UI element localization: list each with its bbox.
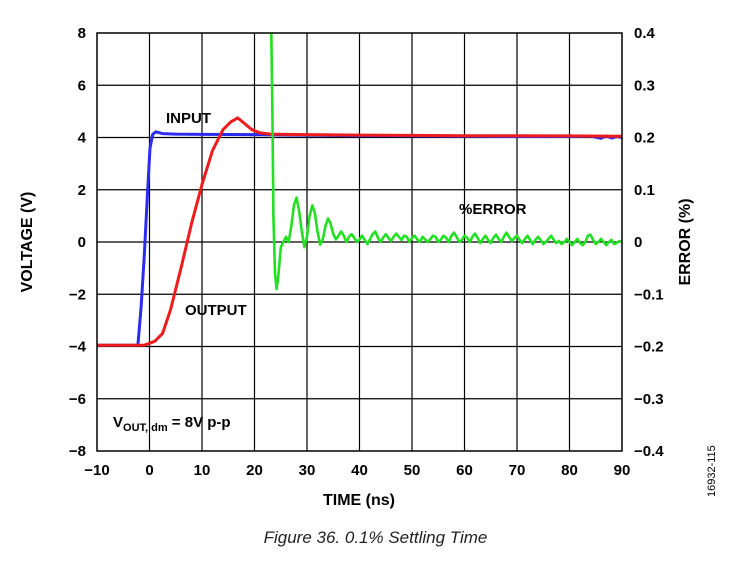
series-line-output (97, 116, 622, 347)
y-tick-label: 4 (78, 130, 87, 147)
settling-time-chart: −10 0 10 20 30 40 50 60 70 80 90 8 0.4 6 0.3 4 0.2 2 0.1 0 0… (19, 25, 694, 509)
x-tick-label: 40 (351, 462, 368, 479)
y-tick-label: −8 (69, 443, 86, 460)
tick-labels: −10 0 10 20 30 40 50 60 70 80 90 8 0.4 6 0.3 4 0.2 2 0.1 0 0… (69, 25, 664, 479)
y-tick-label: −2 (69, 286, 86, 303)
y-tick-label: −6 (69, 391, 86, 408)
x-tick-label: 50 (404, 462, 421, 479)
figure-id: 16932-115 (706, 445, 718, 497)
series-label-error: %ERROR (459, 201, 527, 218)
x-tick-label: 20 (246, 462, 263, 479)
y2-tick-label: 0.1 (634, 182, 655, 199)
series-group (97, 33, 622, 347)
x-tick-label: 90 (614, 462, 631, 479)
x-tick-label: 60 (456, 462, 473, 479)
y2-axis-title: ERROR (%) (677, 198, 694, 285)
figure-caption: Figure 36. 0.1% Settling Time (263, 528, 488, 547)
x-axis-title: TIME (ns) (323, 492, 395, 509)
y2-tick-label: 0.4 (634, 25, 656, 42)
y-tick-label: 6 (78, 77, 86, 94)
x-tick-label: 0 (145, 462, 153, 479)
x-tick-label: 30 (299, 462, 316, 479)
x-tick-label: 70 (509, 462, 526, 479)
series-line-error (269, 33, 622, 291)
y-tick-label: 0 (78, 234, 86, 251)
vout-annotation-prefix: V (113, 414, 123, 431)
y2-tick-label: −0.3 (634, 391, 664, 408)
plot-frame (96, 32, 623, 452)
x-tick-label: 80 (561, 462, 578, 479)
y2-tick-label: −0.4 (634, 443, 664, 460)
series-label-output: OUTPUT (185, 302, 247, 319)
vout-annotation-sub: OUT, dm (123, 422, 168, 434)
y2-tick-label: −0.2 (634, 339, 664, 356)
y2-tick-label: 0.2 (634, 130, 655, 147)
vout-annotation-suffix: = 8V p-p (168, 414, 231, 431)
vout-annotation: VOUT, dm = 8V p-p (113, 414, 231, 434)
y2-tick-label: 0 (634, 234, 642, 251)
y-tick-label: −4 (69, 339, 87, 356)
y2-tick-label: −0.1 (634, 286, 664, 303)
x-tick-label: −10 (84, 462, 109, 479)
series-label-input: INPUT (166, 110, 211, 127)
y2-tick-label: 0.3 (634, 77, 655, 94)
y-tick-label: 8 (78, 25, 86, 42)
x-tick-label: 10 (194, 462, 211, 479)
y-tick-label: 2 (78, 182, 86, 199)
y-axis-title: VOLTAGE (V) (19, 192, 36, 293)
